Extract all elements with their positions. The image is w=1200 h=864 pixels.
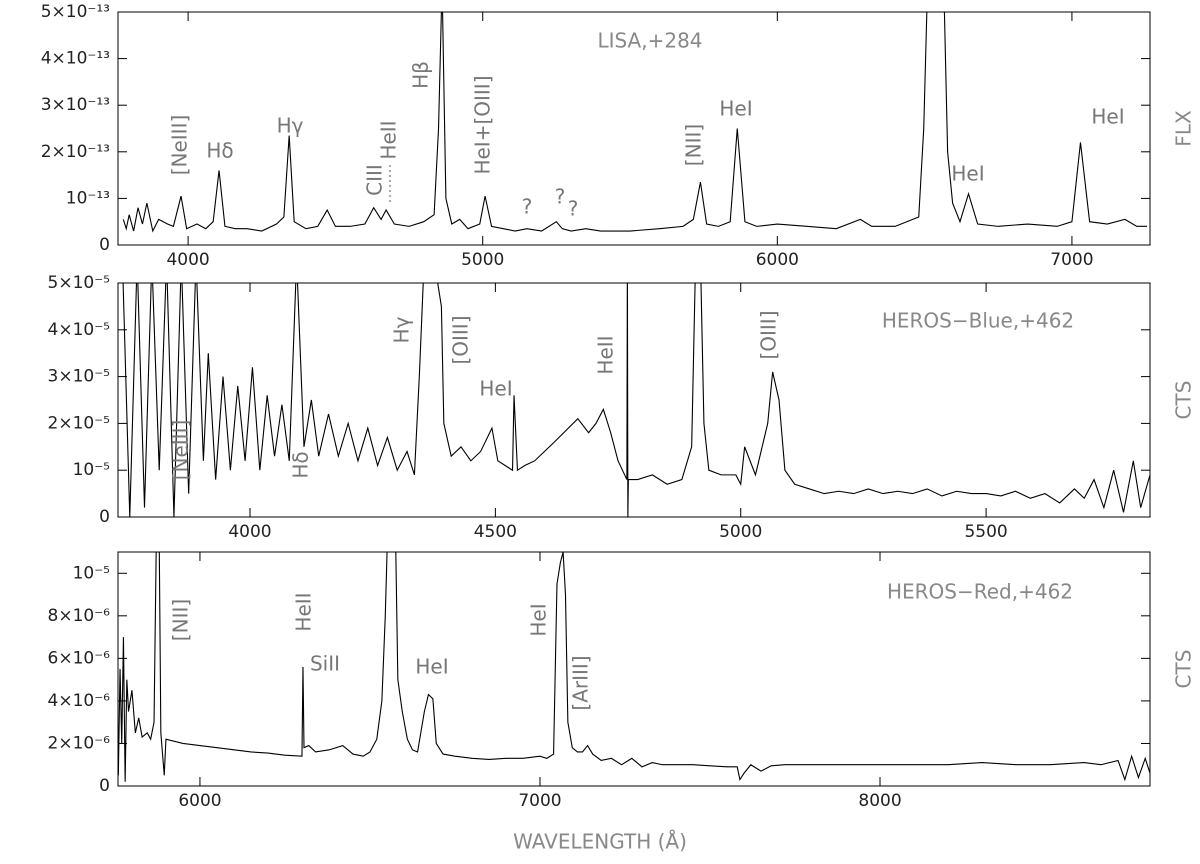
y-axis-label: CTS — [1172, 650, 1196, 689]
x-tick-label: 6000 — [178, 791, 221, 811]
panel-label: HEROS−Red,+462 — [887, 580, 1073, 604]
line-annotation: HeII — [377, 120, 401, 159]
line-annotation: HeI — [1091, 105, 1124, 129]
line-annotation: ? — [555, 185, 566, 209]
x-tick-label: 4000 — [228, 522, 271, 542]
spectrum-line — [118, 552, 1150, 782]
x-tick-label: 8000 — [858, 791, 901, 811]
x-tick-label: 4000 — [166, 250, 209, 270]
line-annotation: [NII] — [682, 124, 706, 166]
line-annotation: HeI+[OIII] — [471, 75, 495, 174]
line-annotation: HeI — [527, 603, 551, 636]
line-annotation: HeI — [951, 162, 984, 186]
line-annotation: Hβ — [409, 61, 433, 89]
panel-label: HEROS−Blue,+462 — [882, 309, 1074, 333]
line-annotation: HeI — [719, 97, 752, 121]
line-annotation: CIII — [363, 164, 387, 196]
line-annotation: [ArIII] — [569, 655, 593, 710]
y-tick-label: 5×10⁻⁵ — [48, 273, 110, 293]
x-tick-label: 7000 — [1050, 250, 1093, 270]
line-annotation: ? — [568, 197, 579, 221]
line-annotation: Hγ — [390, 316, 414, 343]
y-tick-label: 0 — [99, 235, 110, 255]
line-annotation: ? — [522, 195, 533, 219]
line-annotation: HeII — [292, 592, 316, 631]
line-annotation: [OIII] — [757, 310, 781, 359]
y-tick-label: 6×10⁻⁶ — [48, 648, 111, 668]
plot-frame — [117, 282, 1151, 518]
x-tick-label: 6000 — [756, 250, 799, 270]
y-tick-label: 2×10⁻⁵ — [48, 413, 110, 433]
line-annotation: [NeIII] — [168, 115, 192, 176]
y-axis-label: FLX — [1172, 110, 1196, 147]
spectrum-line — [122, 283, 1150, 517]
line-annotation: HeI — [479, 377, 512, 401]
line-annotation: Hδ — [289, 451, 313, 478]
x-tick-label: 7000 — [518, 791, 561, 811]
x-tick-label: 5000 — [461, 250, 504, 270]
line-annotation: Hγ — [277, 114, 304, 138]
line-annotation: Hδ — [206, 139, 233, 163]
y-tick-label: 10⁻⁵ — [73, 460, 110, 480]
y-tick-label: 4×10⁻⁶ — [48, 691, 111, 711]
line-annotation: [NII] — [169, 599, 193, 641]
y-tick-label: 4×10⁻⁵ — [48, 320, 110, 340]
y-tick-label: 2×10⁻¹³ — [41, 142, 110, 162]
line-annotation: [NeIII] — [169, 420, 193, 481]
y-tick-label: 10⁻¹³ — [66, 188, 110, 208]
y-tick-label: 0 — [99, 507, 110, 527]
y-tick-label: 3×10⁻¹³ — [41, 95, 110, 115]
x-axis-label: WAVELENGTH (Å) — [513, 830, 687, 854]
line-annotation: HeII — [594, 335, 618, 374]
line-annotation: [OIII] — [449, 315, 473, 364]
y-axis-label: CTS — [1172, 381, 1196, 420]
spectrum-line — [122, 12, 1148, 233]
line-annotation: SiII — [310, 652, 340, 676]
y-tick-label: 4×10⁻¹³ — [41, 49, 110, 69]
y-tick-label: 5×10⁻¹³ — [41, 2, 110, 22]
x-tick-label: 4500 — [474, 522, 517, 542]
y-tick-label: 3×10⁻⁵ — [48, 367, 110, 387]
y-tick-label: 0 — [99, 776, 110, 796]
y-tick-label: 10⁻⁵ — [73, 563, 110, 583]
x-tick-label: 5000 — [719, 522, 762, 542]
line-annotation: HeI — [415, 655, 448, 679]
plot-frame — [117, 11, 1151, 246]
x-tick-label: 5500 — [964, 522, 1007, 542]
plot-frame — [117, 551, 1151, 787]
y-tick-label: 2×10⁻⁶ — [48, 733, 111, 753]
y-tick-label: 8×10⁻⁶ — [48, 606, 111, 626]
panel-label: LISA,+284 — [597, 29, 702, 53]
